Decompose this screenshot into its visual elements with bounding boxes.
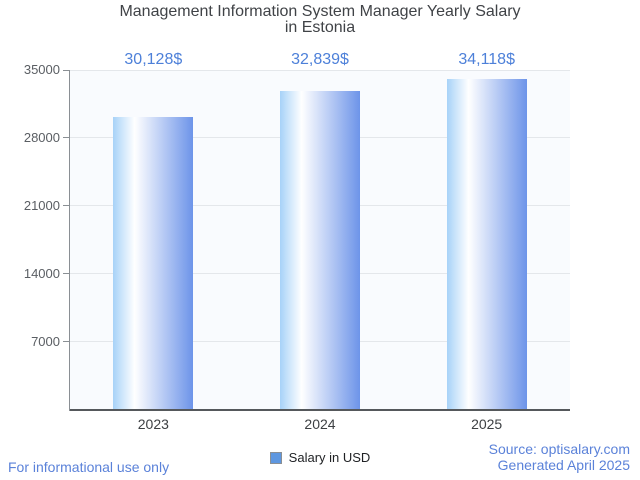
y-axis-label: 7000 — [31, 333, 60, 349]
y-axis-label: 28000 — [23, 129, 60, 145]
x-axis-line — [70, 408, 570, 411]
legend-swatch-icon — [269, 451, 282, 464]
gridline — [70, 69, 570, 71]
bar-2025[interactable] — [446, 78, 527, 410]
bar-value-label: 32,839$ — [291, 51, 349, 68]
source-block: Source: optisalary.com Generated April 2… — [489, 441, 630, 473]
y-axis-tick — [63, 341, 70, 343]
y-axis-label: 35000 — [23, 62, 60, 77]
y-axis-tick — [63, 137, 70, 139]
y-axis-tick — [63, 273, 70, 275]
bar-value-label: 34,118$ — [458, 51, 515, 68]
bar-2024[interactable] — [280, 90, 360, 410]
x-axis-label: 2025 — [471, 416, 503, 432]
y-axis-label: 14000 — [23, 265, 60, 281]
chart-title: Management Information System Manager Ye… — [0, 4, 640, 36]
source-text: Source: optisalary.com — [488, 441, 630, 457]
disclaimer-text: For informational use only — [8, 459, 170, 475]
x-axis-label: 2024 — [304, 416, 336, 432]
chart-title-line1: Management Information System Manager Ye… — [119, 3, 521, 20]
legend-label: Salary in USD — [288, 450, 371, 465]
bar-value-label: 30,128$ — [124, 51, 183, 68]
y-axis-tick — [63, 205, 70, 207]
legend: Salary in USD — [0, 450, 640, 465]
generated-text: Generated April 2025 — [497, 457, 630, 473]
chart-title-line2: in Estonia — [284, 19, 356, 36]
x-axis-label: 2023 — [137, 416, 169, 432]
y-axis-tick — [63, 69, 70, 71]
y-axis-line — [69, 70, 70, 411]
bar-2023[interactable] — [113, 117, 194, 410]
y-axis-label: 21000 — [23, 197, 60, 213]
